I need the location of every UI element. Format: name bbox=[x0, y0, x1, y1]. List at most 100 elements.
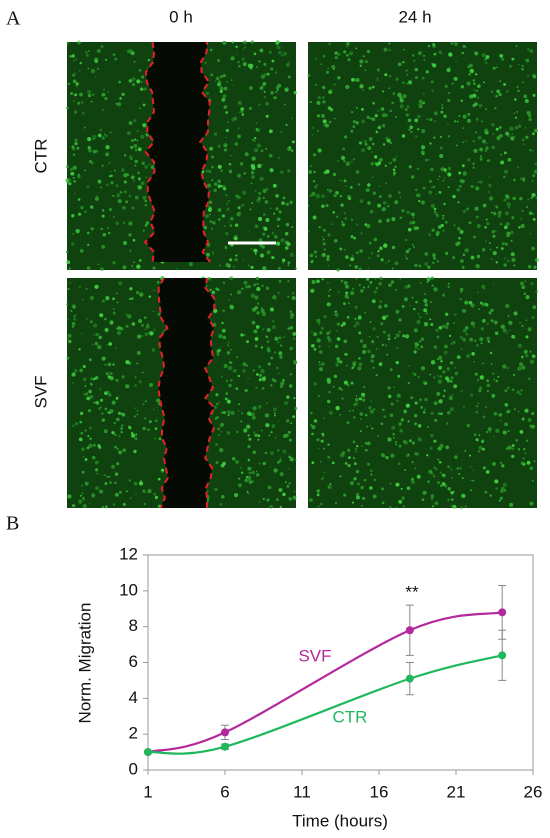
cell bbox=[407, 284, 411, 288]
cell bbox=[529, 148, 532, 152]
cell bbox=[438, 399, 443, 404]
cell bbox=[226, 202, 228, 205]
cell bbox=[256, 143, 262, 148]
cell bbox=[67, 288, 70, 291]
cell bbox=[339, 475, 342, 478]
wound-edge bbox=[143, 41, 157, 263]
cell bbox=[68, 339, 72, 344]
cell bbox=[331, 64, 336, 69]
cell bbox=[72, 504, 76, 508]
cell bbox=[516, 85, 519, 88]
cell bbox=[350, 218, 353, 221]
cell bbox=[129, 249, 132, 253]
cell bbox=[500, 489, 504, 493]
cell bbox=[335, 191, 340, 196]
cell bbox=[243, 172, 246, 175]
cell bbox=[118, 450, 122, 455]
cell bbox=[268, 50, 272, 54]
cell bbox=[534, 257, 539, 262]
cell bbox=[276, 460, 280, 464]
cell bbox=[217, 164, 222, 169]
cell bbox=[72, 232, 75, 235]
cell bbox=[132, 268, 135, 270]
cell bbox=[460, 99, 464, 103]
cell bbox=[277, 83, 282, 88]
cell bbox=[334, 344, 339, 349]
cell bbox=[395, 333, 400, 338]
cell bbox=[426, 399, 428, 401]
cell bbox=[352, 360, 357, 365]
cell bbox=[441, 103, 444, 107]
cell bbox=[456, 355, 461, 360]
cell bbox=[266, 235, 270, 238]
cell bbox=[211, 220, 216, 225]
cell bbox=[404, 255, 407, 257]
cell bbox=[99, 313, 104, 318]
cell bbox=[453, 322, 456, 325]
data-point bbox=[221, 728, 229, 737]
cell bbox=[103, 429, 108, 434]
cell bbox=[380, 258, 384, 262]
cell bbox=[290, 117, 293, 120]
cell bbox=[220, 75, 223, 79]
cell bbox=[392, 157, 397, 162]
cell bbox=[212, 251, 214, 253]
cell bbox=[99, 128, 103, 132]
cell bbox=[380, 322, 384, 326]
cell bbox=[479, 337, 484, 342]
cell bbox=[219, 447, 224, 453]
cell bbox=[140, 80, 143, 84]
cell bbox=[475, 438, 479, 442]
cell bbox=[309, 498, 313, 502]
cell bbox=[214, 182, 218, 186]
cell bbox=[144, 328, 147, 331]
cell bbox=[405, 113, 409, 117]
cell bbox=[88, 443, 93, 449]
cell bbox=[104, 407, 108, 411]
cell bbox=[454, 455, 458, 459]
cell bbox=[100, 186, 103, 189]
cell bbox=[416, 167, 420, 171]
cell bbox=[511, 388, 515, 392]
cell bbox=[289, 457, 294, 462]
cell bbox=[373, 478, 377, 482]
cell bbox=[516, 111, 518, 113]
cell bbox=[439, 471, 443, 474]
cell bbox=[255, 470, 258, 473]
cell bbox=[241, 113, 245, 116]
cell bbox=[225, 111, 229, 114]
cell bbox=[122, 502, 126, 506]
cell bbox=[266, 187, 269, 191]
cell bbox=[207, 205, 210, 208]
cell bbox=[134, 376, 137, 379]
cell bbox=[251, 166, 256, 171]
cell bbox=[94, 460, 99, 465]
cell bbox=[282, 258, 286, 262]
cell bbox=[527, 264, 532, 269]
cell bbox=[389, 368, 393, 372]
cell bbox=[142, 489, 146, 493]
cell bbox=[372, 101, 375, 105]
cell bbox=[363, 139, 368, 144]
cell bbox=[86, 266, 91, 270]
cell bbox=[512, 373, 516, 377]
cell bbox=[222, 309, 226, 313]
cell bbox=[316, 318, 321, 323]
cell bbox=[524, 126, 527, 129]
cell bbox=[100, 227, 103, 231]
cell bbox=[402, 60, 405, 64]
cell bbox=[382, 90, 385, 93]
cell bbox=[326, 255, 330, 259]
cell bbox=[316, 489, 321, 493]
cell bbox=[521, 138, 525, 142]
cell bbox=[327, 233, 331, 237]
cell bbox=[386, 353, 389, 356]
cell bbox=[441, 107, 444, 110]
cell bbox=[433, 439, 437, 443]
cell bbox=[498, 210, 502, 215]
cell bbox=[372, 366, 375, 369]
cell bbox=[313, 419, 318, 423]
cell bbox=[236, 430, 239, 434]
cell bbox=[450, 380, 453, 383]
cell bbox=[376, 77, 379, 80]
